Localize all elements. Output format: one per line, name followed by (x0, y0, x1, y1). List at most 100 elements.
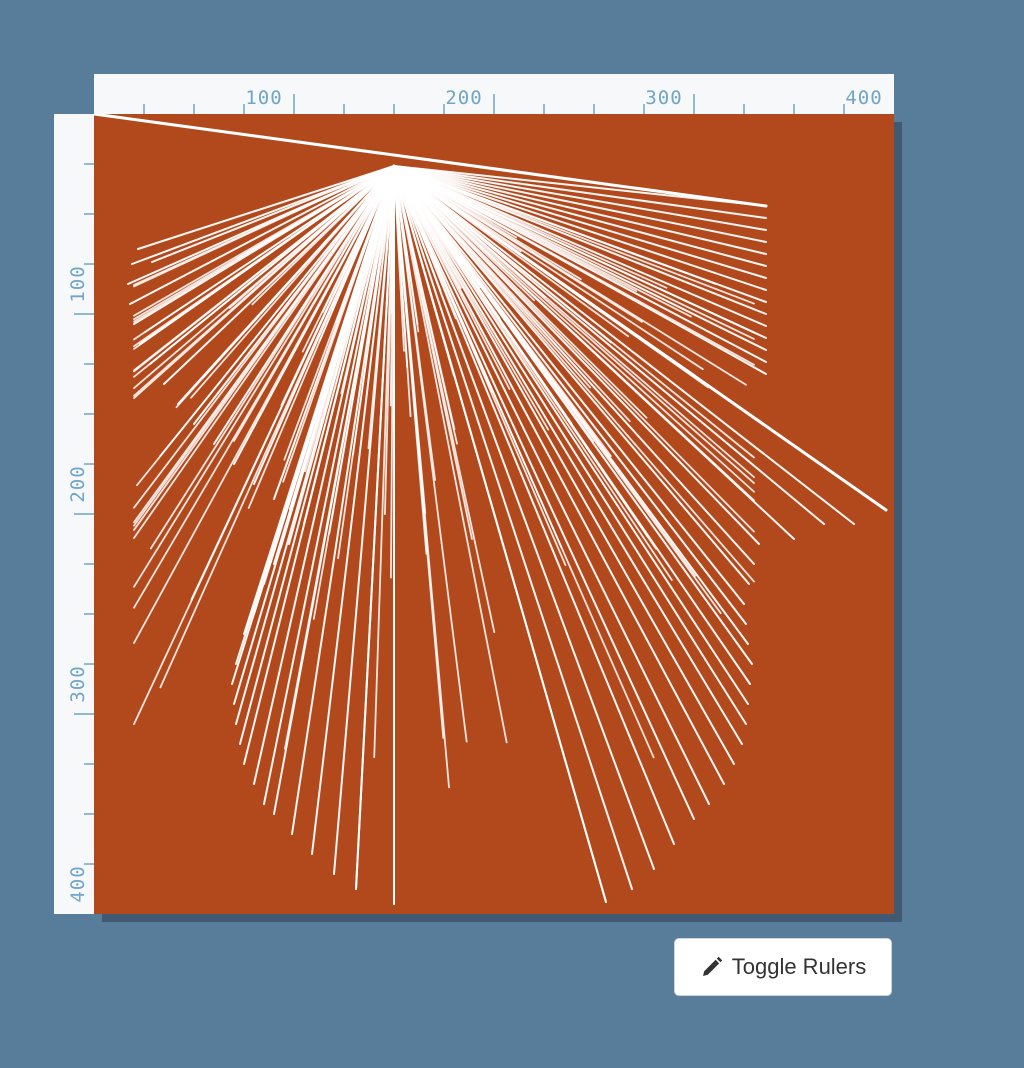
art-line (393, 165, 633, 890)
art-line (393, 165, 511, 390)
art-line (133, 165, 395, 527)
art-line (283, 165, 395, 461)
art-line (291, 165, 395, 835)
art-line (393, 165, 767, 231)
art-line (284, 165, 395, 750)
art-line (247, 165, 395, 509)
art-line (393, 165, 638, 293)
art-line (393, 165, 767, 207)
art-line (393, 165, 747, 625)
top-ruler-label-100: 100 (245, 87, 282, 109)
drawing-canvas[interactable] (94, 114, 894, 914)
pencil-icon (700, 955, 724, 979)
art-line (393, 165, 767, 315)
art-line (393, 165, 412, 418)
art-line (393, 165, 704, 371)
toggle-rulers-label: Toggle Rulers (731, 954, 867, 979)
art-line (239, 165, 395, 745)
left-ruler: 100 200 300 400 (54, 114, 94, 914)
art-line (393, 165, 695, 820)
art-line (340, 165, 395, 395)
art-line (393, 165, 755, 340)
art-line (393, 165, 567, 567)
art-line (393, 165, 735, 765)
left-ruler-label-400: 400 (67, 865, 89, 902)
top-ruler-label-400: 400 (845, 87, 882, 109)
art-line (393, 165, 649, 538)
art-line (393, 165, 550, 431)
art-line (367, 165, 395, 450)
art-line (393, 165, 767, 255)
art-line (263, 165, 395, 805)
art-line (393, 165, 743, 745)
art-line (393, 165, 755, 305)
art-line (137, 165, 395, 250)
art-line (393, 165, 755, 502)
art-line (393, 165, 755, 533)
art-line (175, 165, 395, 409)
art-line (337, 165, 395, 560)
art-line (159, 165, 395, 689)
art-line (393, 165, 767, 327)
art-line (393, 165, 725, 785)
left-ruler-label-300: 300 (67, 665, 89, 702)
art-line (393, 165, 767, 219)
art-line (393, 165, 630, 338)
line-art (94, 114, 888, 905)
art-line (393, 165, 607, 903)
art-line (393, 165, 755, 565)
top-ruler: 100 200 300 400 (94, 74, 894, 114)
art-line (133, 165, 395, 644)
art-line (133, 165, 395, 350)
art-line (151, 165, 395, 263)
art-line (233, 165, 395, 442)
art-line (393, 165, 755, 583)
art-line (393, 165, 696, 377)
art-line (355, 165, 395, 890)
art-line (393, 165, 508, 744)
top-ruler-label-300: 300 (645, 87, 682, 109)
art-line (133, 165, 395, 509)
art-line (133, 165, 395, 399)
art-line (235, 165, 395, 260)
art-line (393, 165, 747, 725)
art-line (133, 165, 395, 378)
art-line (393, 165, 767, 291)
left-ruler-label-200: 200 (67, 465, 89, 502)
art-line (393, 165, 631, 423)
art-line (149, 165, 395, 550)
art-line (393, 165, 468, 743)
art-line (393, 165, 749, 705)
art-line (393, 165, 767, 279)
art-line (393, 165, 458, 445)
art-line (136, 165, 395, 487)
left-ruler-label-100: 100 (67, 265, 89, 302)
art-line (190, 165, 395, 601)
art-line (393, 165, 767, 243)
art-line (393, 165, 428, 555)
art-line (393, 165, 442, 292)
art-line (393, 165, 745, 605)
art-line (251, 165, 395, 306)
art-line (94, 114, 768, 208)
art-line (129, 165, 395, 305)
toggle-rulers-button[interactable]: Toggle Rulers (674, 938, 892, 996)
art-line (279, 165, 395, 549)
art-line (133, 165, 395, 286)
art-line (133, 165, 395, 588)
art-line (303, 165, 395, 525)
art-line (393, 165, 613, 344)
art-line (393, 165, 755, 334)
art-line (393, 165, 825, 525)
art-line (282, 165, 395, 483)
art-line (373, 165, 395, 758)
art-line (393, 165, 710, 805)
art-line (393, 165, 536, 302)
art-line (393, 165, 755, 366)
art-line (393, 165, 547, 298)
art-line (133, 165, 395, 539)
top-ruler-label-200: 200 (445, 87, 482, 109)
top-ruler-svg: 100 200 300 400 (143, 87, 882, 114)
left-ruler-svg: 100 200 300 400 (67, 163, 94, 903)
